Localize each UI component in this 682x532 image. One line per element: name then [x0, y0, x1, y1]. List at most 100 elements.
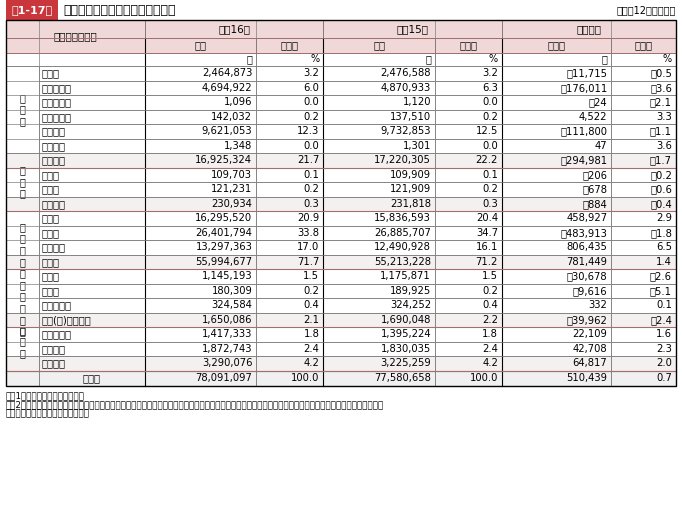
Bar: [39, 284, 145, 298]
Bar: [39, 254, 145, 269]
Bar: [39, 327, 145, 342]
Bar: [256, 240, 323, 254]
Text: －483,913: －483,913: [561, 228, 608, 238]
Bar: [435, 356, 502, 370]
Text: 1,175,871: 1,175,871: [381, 271, 431, 281]
Bar: [39, 153, 145, 168]
Text: 12.5: 12.5: [475, 126, 498, 136]
Text: －2.4: －2.4: [650, 315, 672, 325]
Bar: [256, 327, 323, 342]
Bar: [39, 312, 145, 327]
Text: 二輪車計: 二輪車計: [42, 358, 66, 368]
Bar: [145, 38, 256, 53]
Text: 100.0: 100.0: [470, 373, 498, 383]
Text: 1,650,086: 1,650,086: [202, 315, 252, 325]
Text: 78,091,097: 78,091,097: [196, 373, 252, 383]
Text: 0.1: 0.1: [303, 170, 319, 180]
Bar: [6, 254, 39, 269]
Text: 22.2: 22.2: [475, 155, 498, 165]
Text: －3.6: －3.6: [650, 83, 672, 93]
Bar: [256, 312, 323, 327]
Bar: [323, 312, 435, 327]
Bar: [323, 327, 435, 342]
Bar: [256, 124, 323, 138]
Text: 0.0: 0.0: [482, 141, 498, 151]
Text: 20.9: 20.9: [297, 213, 319, 223]
Text: 4,870,933: 4,870,933: [381, 83, 431, 93]
Bar: [435, 284, 502, 298]
Text: 1.4: 1.4: [656, 257, 672, 267]
Bar: [6, 53, 145, 66]
Text: 1,301: 1,301: [402, 141, 431, 151]
Bar: [6, 20, 145, 53]
Bar: [256, 211, 323, 226]
Text: 121,231: 121,231: [211, 184, 252, 194]
Text: %: %: [489, 54, 498, 64]
Text: 21.7: 21.7: [297, 155, 319, 165]
Text: 231,818: 231,818: [390, 199, 431, 209]
Text: 0.0: 0.0: [303, 141, 319, 151]
Bar: [256, 254, 323, 269]
Bar: [145, 153, 256, 168]
Text: 100.0: 100.0: [291, 373, 319, 383]
Text: 貨
物
用: 貨 物 用: [20, 93, 25, 126]
Text: 26,401,794: 26,401,794: [196, 228, 252, 238]
Bar: [502, 182, 611, 196]
Bar: [502, 240, 611, 254]
Text: 台数: 台数: [373, 40, 385, 51]
Bar: [323, 66, 435, 80]
Text: 乗
用: 乗 用: [20, 222, 25, 244]
Text: －2.6: －2.6: [650, 271, 672, 281]
Text: 0.2: 0.2: [482, 286, 498, 296]
Bar: [256, 226, 323, 240]
Text: －1.7: －1.7: [650, 155, 672, 165]
Bar: [611, 196, 676, 211]
Bar: [611, 138, 676, 153]
Text: 乗用計: 乗用計: [42, 257, 60, 267]
Bar: [256, 284, 323, 298]
Bar: [6, 269, 39, 312]
Text: 0.1: 0.1: [656, 300, 672, 310]
Bar: [323, 182, 435, 196]
Bar: [39, 124, 145, 138]
Text: 軽三輪車: 軽三輪車: [42, 141, 66, 151]
Bar: [256, 196, 323, 211]
Bar: [611, 53, 676, 66]
Bar: [435, 342, 502, 356]
Bar: [502, 370, 611, 386]
Text: －1.8: －1.8: [650, 228, 672, 238]
Bar: [611, 124, 676, 138]
Bar: [323, 370, 435, 386]
Text: 33.8: 33.8: [297, 228, 319, 238]
Text: 42,708: 42,708: [573, 344, 608, 354]
Bar: [502, 269, 611, 284]
Bar: [502, 226, 611, 240]
Bar: [435, 66, 502, 80]
Bar: [323, 240, 435, 254]
Text: 0.4: 0.4: [303, 300, 319, 310]
Text: 1,120: 1,120: [402, 97, 431, 107]
Bar: [6, 124, 39, 138]
Bar: [435, 138, 502, 153]
Text: 121,909: 121,909: [390, 184, 431, 194]
Bar: [256, 138, 323, 153]
Bar: [435, 226, 502, 240]
Text: 34.7: 34.7: [476, 228, 498, 238]
Text: 台数: 台数: [194, 40, 207, 51]
Bar: [502, 312, 611, 327]
Text: 第1-17表: 第1-17表: [12, 5, 53, 15]
Bar: [323, 80, 435, 95]
Bar: [611, 370, 676, 386]
Text: 普通車: 普通車: [42, 213, 60, 223]
Bar: [39, 240, 145, 254]
Bar: [145, 124, 256, 138]
Bar: [611, 80, 676, 95]
Bar: [6, 298, 39, 312]
Text: 1,872,743: 1,872,743: [202, 344, 252, 354]
Text: 180,309: 180,309: [211, 286, 252, 296]
Text: 22,109: 22,109: [572, 329, 608, 339]
Bar: [6, 211, 39, 226]
Bar: [6, 66, 39, 80]
Text: 増減率: 増減率: [635, 40, 653, 51]
Text: 台: 台: [246, 54, 252, 64]
